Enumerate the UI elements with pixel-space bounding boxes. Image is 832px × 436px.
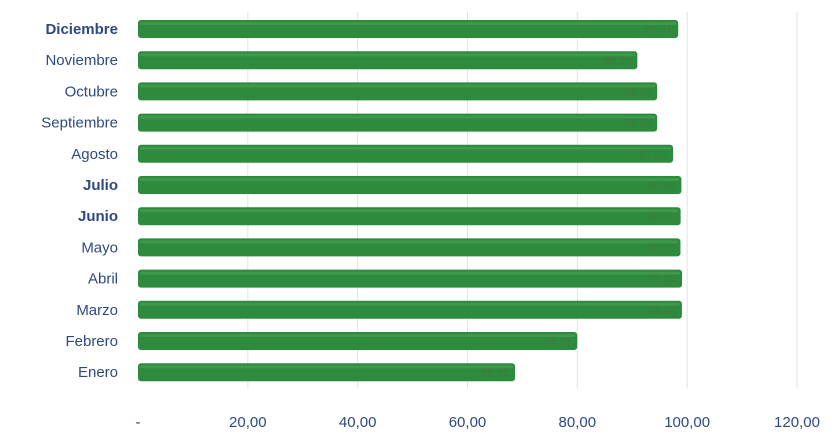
bar-highlight xyxy=(140,84,656,88)
category-label: Septiembre xyxy=(41,115,118,132)
bar xyxy=(138,300,682,319)
bar-highlight xyxy=(140,146,672,150)
bar xyxy=(138,51,638,70)
category-label: Junio xyxy=(78,208,118,225)
category-label: Mayo xyxy=(81,239,118,256)
category-label: Noviembre xyxy=(45,52,118,69)
category-label: Octubre xyxy=(65,83,118,100)
data-label: 99,04 xyxy=(648,305,676,317)
bar-highlight xyxy=(140,53,636,57)
bar-highlight xyxy=(140,334,576,337)
bar-highlight xyxy=(140,115,656,119)
data-label: 68,65 xyxy=(481,367,509,379)
data-label: 79,98 xyxy=(544,336,572,348)
x-tick-label-layer: - 20,00 40,00 60,00 80,00 100,00 120,00 xyxy=(136,414,820,431)
x-tick-label: 40,00 xyxy=(339,414,377,431)
bar-highlight xyxy=(140,240,679,244)
category-label: Agosto xyxy=(71,146,118,163)
bar-layer xyxy=(138,20,683,382)
x-tick-label: 80,00 xyxy=(559,414,597,431)
bar xyxy=(138,332,578,350)
data-label: 98,78 xyxy=(647,242,675,254)
data-label: 94,53 xyxy=(624,86,652,98)
bar xyxy=(138,363,516,382)
category-label: Marzo xyxy=(76,302,118,319)
data-label: 98,37 xyxy=(645,24,673,36)
value-label-layer: 98,37 90,93 94,53 94,53 97,43 98,95 98,81 98,78… xyxy=(481,24,676,379)
bar xyxy=(138,82,658,101)
category-label: Febrero xyxy=(65,333,118,350)
bar-highlight xyxy=(140,302,680,306)
bar xyxy=(138,113,658,132)
bar xyxy=(138,20,679,38)
category-label: Julio xyxy=(83,177,118,194)
data-label: 98,81 xyxy=(647,211,675,223)
bar-highlight xyxy=(140,365,514,369)
grid-layer xyxy=(247,12,798,389)
bar xyxy=(138,176,682,194)
category-label: Diciembre xyxy=(45,21,118,38)
bar-highlight xyxy=(140,209,679,213)
x-tick-label: 20,00 xyxy=(229,414,267,431)
category-label: Enero xyxy=(78,364,118,381)
bar xyxy=(138,144,674,163)
data-label: 94,53 xyxy=(624,118,652,130)
bar xyxy=(138,207,681,226)
data-label: 97,43 xyxy=(640,149,668,161)
data-label: 98,95 xyxy=(648,180,676,192)
category-label-layer: Diciembre Noviembre Octubre Septiembre Agost… xyxy=(41,21,118,381)
bar-highlight xyxy=(140,178,680,181)
x-tick-label: 100,00 xyxy=(664,414,710,431)
x-tick-label: - xyxy=(136,414,141,431)
bar xyxy=(138,269,683,288)
bar-highlight xyxy=(140,271,681,275)
data-label: 99,06 xyxy=(648,274,676,286)
bar xyxy=(138,238,681,257)
category-label: Abril xyxy=(88,271,118,288)
bar-highlight xyxy=(140,22,677,25)
x-tick-label: 60,00 xyxy=(449,414,487,431)
x-tick-label: 120,00 xyxy=(774,414,820,431)
data-label: 90,93 xyxy=(604,55,632,67)
